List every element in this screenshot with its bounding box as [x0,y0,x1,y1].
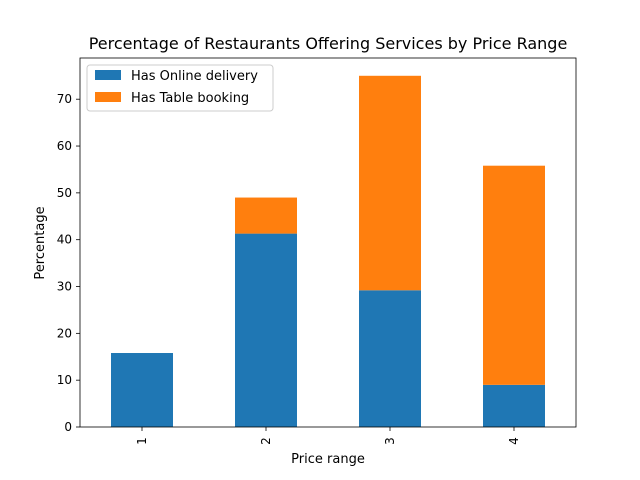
x-tick-label-3: 3 [383,437,397,445]
y-tick-label-30: 30 [57,280,72,294]
legend-swatch-online-delivery [95,70,121,80]
bar-table-booking-2 [235,197,297,234]
y-axis-label: Percentage [33,206,48,279]
bars-group [111,75,545,427]
bar-table-booking-3 [359,75,421,291]
y-tick-label-40: 40 [57,233,72,247]
bar-online-delivery-2 [235,233,297,427]
chart-title: Percentage of Restaurants Offering Servi… [89,34,568,53]
legend-swatch-table-booking [95,92,121,102]
plot-frame [79,57,577,428]
bar-online-delivery-4 [483,384,545,427]
x-axis: 1 2 3 4 [135,427,521,445]
x-tick-label-2: 2 [259,437,273,445]
legend-label-table-booking: Has Table booking [131,91,249,106]
legend-label-online-delivery: Has Online delivery [131,69,258,84]
bar-table-booking-4 [483,165,545,385]
x-axis-label: Price range [291,452,365,467]
x-tick-label-4: 4 [507,437,521,445]
y-tick-label-20: 20 [57,326,72,340]
y-tick-label-10: 10 [57,373,72,387]
legend: Has Online delivery Has Table booking [86,64,274,112]
bar-online-delivery-3 [359,290,421,427]
y-tick-label-60: 60 [57,139,72,153]
y-tick-label-50: 50 [57,186,72,200]
y-axis: 0 10 20 30 40 50 60 70 [57,92,80,434]
x-tick-label-1: 1 [135,437,149,445]
y-tick-label-0: 0 [64,420,72,434]
legend-box [86,64,274,112]
bar-online-delivery-1 [111,353,173,427]
y-tick-label-70: 70 [57,92,72,106]
